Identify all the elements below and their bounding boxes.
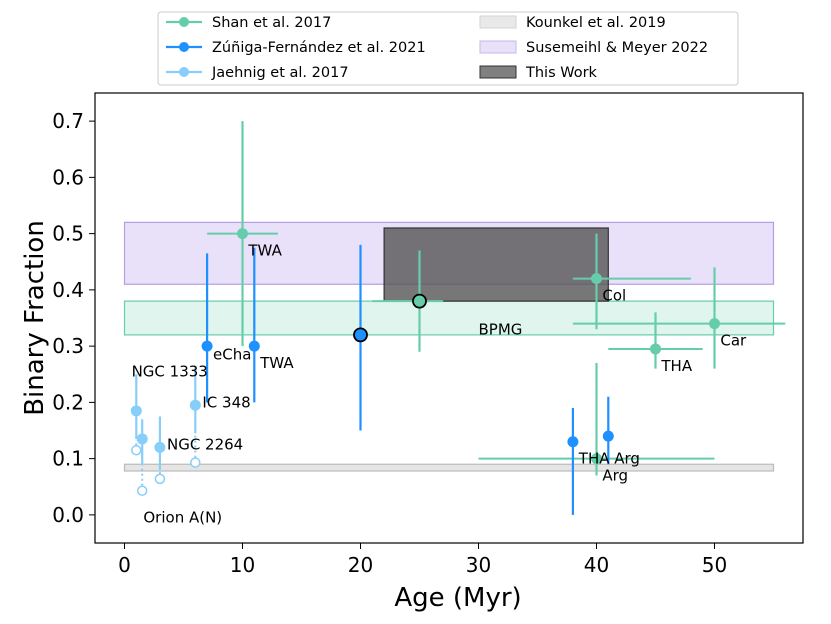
- data-point: [650, 343, 661, 355]
- legend-patch: [479, 15, 517, 29]
- legend-marker: [179, 17, 189, 27]
- data-point: [412, 293, 427, 309]
- data-point: [189, 399, 201, 411]
- y-axis-label: Binary Fraction: [20, 220, 50, 416]
- axes: 0 10 20 30 40 50 0.0 0.1 0.2 0.3 0.4 0.5 0.6 0.7: [52, 92, 804, 577]
- y-tick-label: 0.4: [52, 278, 84, 302]
- legend-box: [157, 11, 739, 86]
- hollow-marker: [190, 457, 201, 468]
- point-label: THA: [578, 450, 610, 468]
- legend-label: Susemeihl & Meyer 2022: [526, 40, 708, 56]
- y-tick-label: 0.0: [52, 503, 84, 527]
- hollow-marker: [136, 485, 148, 496]
- bands: [123, 221, 775, 472]
- data-point: [709, 318, 720, 330]
- point-label: Orion A(N): [143, 509, 222, 527]
- data-points: [130, 228, 720, 496]
- point-label: TWA: [247, 242, 282, 260]
- data-point: [591, 273, 602, 285]
- y-tick-label: 0.3: [52, 334, 84, 358]
- band-3: [383, 227, 609, 302]
- legend-label: Jaehnig et al. 2017: [211, 65, 349, 81]
- hollow-marker: [131, 444, 142, 456]
- data-point: [248, 340, 260, 352]
- point-label: BPMG: [479, 320, 523, 338]
- point-label: Arg: [602, 467, 628, 485]
- y-tick-label: 0.6: [52, 165, 84, 189]
- point-label: Col: [602, 287, 626, 305]
- x-axis-label: Age (Myr): [394, 583, 521, 613]
- legend-label: Shan et al. 2017: [212, 15, 331, 31]
- hollow-marker: [154, 473, 166, 485]
- legend-marker: [179, 67, 189, 77]
- y-tick-label: 0.2: [52, 390, 84, 414]
- legend-marker: [179, 42, 189, 52]
- y-tick-label: 0.7: [52, 109, 84, 133]
- point-label: eCha: [213, 346, 251, 364]
- data-point: [237, 228, 248, 240]
- y-tick-label: 0.1: [52, 447, 84, 471]
- legend-patch: [479, 65, 517, 79]
- data-point: [602, 430, 614, 442]
- point-label: Car: [720, 332, 747, 350]
- legend: Shan et al. 2017 Zúñiga-Fernández et al. …: [157, 11, 739, 86]
- point-label: THA: [660, 357, 692, 375]
- x-tick-label: 0: [118, 553, 131, 577]
- x-tick-label: 10: [230, 553, 255, 577]
- x-tick-label: 20: [348, 553, 373, 577]
- legend-patch: [479, 40, 517, 54]
- x-tick-label: 50: [702, 553, 727, 577]
- band-2: [123, 300, 775, 336]
- point-label: TWA: [259, 354, 294, 372]
- data-point: [130, 405, 142, 417]
- point-label: NGC 2264: [167, 436, 243, 454]
- legend-label: Kounkel et al. 2019: [526, 15, 666, 31]
- band-0: [123, 463, 775, 472]
- plot-frame: [94, 92, 804, 544]
- legend-label: This Work: [525, 65, 598, 81]
- data-point: [353, 327, 368, 343]
- data-point: [154, 441, 166, 453]
- data-point: [567, 436, 579, 448]
- legend-label: Zúñiga-Fernández et al. 2021: [212, 40, 426, 56]
- point-label: NGC 1333: [132, 362, 208, 380]
- y-tick-label: 0.5: [52, 222, 84, 246]
- x-tick-label: 30: [466, 553, 491, 577]
- data-point: [136, 433, 148, 445]
- point-label: IC 348: [202, 393, 250, 411]
- x-tick-label: 40: [584, 553, 609, 577]
- point-label: Arg: [614, 450, 640, 468]
- data-point: [201, 340, 213, 352]
- data-point: [591, 453, 602, 465]
